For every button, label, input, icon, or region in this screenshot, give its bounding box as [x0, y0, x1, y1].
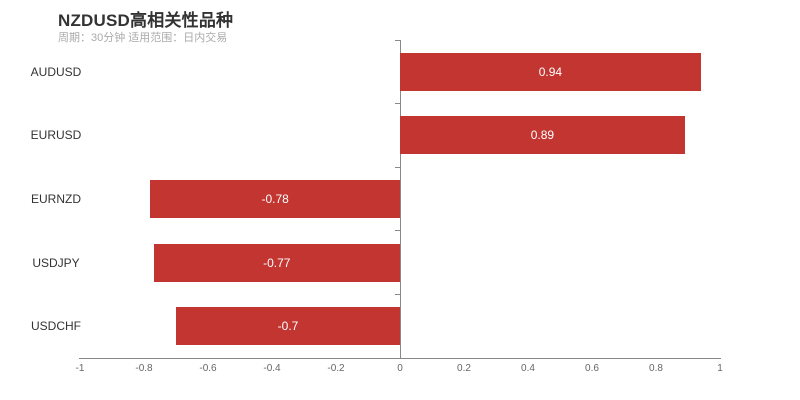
x-tick-label: -1 [75, 363, 85, 374]
y-axis-tick [394, 293, 400, 295]
x-tick-label: 1 [717, 363, 723, 374]
x-tick-label: 0.6 [585, 363, 599, 374]
y-axis-tick [394, 103, 400, 105]
chart-subtitle: 周期：30分钟 适用范围：日内交易 [58, 32, 228, 44]
x-tick-label: -0.4 [263, 363, 281, 374]
zero-axis-line [399, 40, 401, 358]
chart-title: NZDUSD高相关性品种 [58, 11, 234, 30]
bar-eurnzd[interactable]: -0.78 [150, 180, 400, 218]
bar-value-label: -0.78 [261, 192, 289, 206]
category-label-eurnzd: EURNZD [31, 192, 81, 206]
x-tick-label: -0.2 [327, 363, 345, 374]
x-tick-label: 0.2 [457, 363, 471, 374]
y-axis-tick [394, 39, 400, 41]
bar-value-label: -0.7 [277, 319, 299, 334]
x-tick-label: 0.8 [649, 363, 663, 374]
x-tick-label: 0.4 [521, 363, 535, 374]
bar-usdjpy[interactable]: -0.77 [153, 243, 400, 282]
y-axis-tick [394, 166, 400, 168]
category-label-audusd: AUDUSD [30, 64, 82, 79]
category-label-eurusd: EURUSD [30, 128, 82, 143]
y-axis-tick [394, 230, 400, 232]
bar-value-label: -0.77 [263, 255, 291, 270]
bar-audusd[interactable]: 0.94 [400, 52, 701, 91]
bar-value-label: 0.89 [530, 128, 555, 143]
category-label-usdjpy: USDJPY [32, 255, 80, 270]
bar-eurusd[interactable]: 0.89 [400, 116, 685, 155]
x-axis-line [79, 357, 721, 359]
x-tick-label: -0.8 [135, 363, 153, 374]
bar-usdchf[interactable]: -0.7 [176, 307, 400, 346]
category-label-usdchf: USDCHF [31, 319, 81, 334]
x-tick-label: 0 [397, 363, 403, 374]
bar-value-label: 0.94 [538, 64, 563, 79]
x-tick-label: -0.6 [199, 363, 217, 374]
